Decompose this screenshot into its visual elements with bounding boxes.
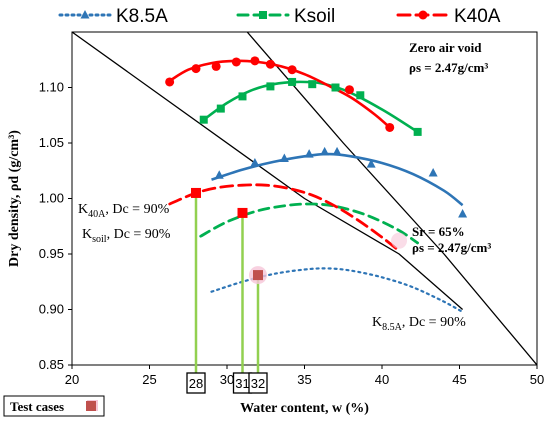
data-point-ksoil	[216, 104, 225, 113]
y-tick-label: 1.05	[39, 135, 64, 150]
ksoil-dc90-label: Ksoil, Dc = 90%	[82, 227, 171, 245]
data-point-k40a	[211, 61, 221, 71]
fit-curve-k40a	[169, 59, 391, 129]
data-point-ksoil	[331, 83, 340, 92]
data-point-ksoil	[266, 82, 275, 91]
legend-marker-ksoil	[259, 11, 267, 19]
x-tick-label: 45	[452, 372, 466, 387]
legend-label-k8.5a: K8.5A	[116, 6, 168, 27]
test-cases-legend-label: Test cases	[10, 399, 64, 414]
y-tick-label: 0.85	[39, 357, 64, 372]
x-tick-label: 30	[220, 372, 234, 387]
dc90-curve-ksoil	[199, 202, 419, 245]
data-point-k8.5a	[428, 167, 438, 177]
y-axis-title: Dry density, ρd (g/cm³)	[7, 130, 22, 267]
data-point-k8.5a	[366, 159, 376, 168]
data-point-ksoil	[199, 115, 208, 124]
data-point-k8.5a	[332, 146, 342, 156]
data-point-k40a	[385, 122, 395, 132]
data-point-k40a	[250, 56, 260, 66]
test-case-marker	[237, 207, 248, 218]
test-case-box-label: 28	[189, 376, 203, 391]
data-point-ksoil	[356, 91, 365, 100]
test-cases-legend-box	[3, 395, 105, 417]
k85a-dc90-label: K8.5A, Dc = 90%	[372, 315, 466, 333]
data-point-k8.5a	[279, 153, 289, 163]
x-tick-label: 40	[375, 372, 389, 387]
y-tick-label: 1.10	[39, 80, 64, 95]
x-tick-label: 50	[530, 372, 544, 387]
fit-curve-k8.5a	[211, 152, 464, 207]
curve-highlight	[391, 232, 408, 249]
test-case-box	[248, 372, 268, 394]
sr-label-line2: ρs = 2.47g/cm³	[412, 240, 491, 255]
data-point-k40a	[191, 64, 201, 74]
x-axis-title: Water content, w (%)	[240, 401, 369, 416]
x-tick-label: 25	[142, 372, 156, 387]
legend-marker-k8.5a	[80, 10, 90, 19]
data-point-k8.5a	[214, 170, 224, 179]
curves	[72, 32, 537, 365]
legend-label-ksoil: Ksoil	[294, 6, 335, 27]
legend-marker-k40a	[418, 10, 428, 20]
axes: 20 25 30 35 40 45 50 0.85 0.90 0.95 1.00 1.05 1.10 Wa…	[7, 80, 544, 417]
zav-label-line1: Zero air void	[409, 40, 482, 55]
data-point-k40a	[287, 65, 297, 75]
data-point-k40a	[231, 57, 241, 67]
data-point-k8.5a	[320, 146, 330, 156]
test-case-box	[186, 372, 206, 394]
zero-air-void-line	[246, 32, 537, 365]
data-point-k8.5a	[304, 149, 314, 158]
x-tick-label: 35	[297, 372, 311, 387]
data-point-ksoil	[413, 127, 422, 136]
y-tick-label: 1.00	[39, 191, 64, 206]
test-cases-legend-marker	[86, 401, 96, 411]
sr65-line	[72, 32, 464, 310]
data-point-k8.5a	[250, 157, 260, 167]
x-tick-label: 20	[65, 372, 79, 387]
k40a-dc90-label: K40A, Dc = 90%	[78, 202, 170, 220]
data-point-ksoil	[308, 80, 317, 89]
sr-label-line1: Sr = 65%	[412, 224, 465, 239]
dc90-curve-k40a	[168, 183, 399, 251]
y-tick-label: 0.95	[39, 246, 64, 261]
zav-label-line2: ρs = 2.47g/cm³	[409, 60, 488, 75]
data-point-k40a	[165, 77, 175, 87]
markers: 28 31 32	[165, 56, 468, 394]
legend: K8.5A Ksoil K40A Test cases	[3, 6, 501, 417]
data-point-ksoil	[288, 77, 297, 86]
test-case-marker	[253, 270, 263, 281]
data-point-k8.5a	[458, 209, 468, 218]
test-case-marker	[191, 187, 201, 198]
test-case-box-label: 31	[235, 376, 249, 391]
data-point-ksoil	[238, 92, 247, 101]
data-point-k40a	[344, 85, 354, 95]
data-point-k40a	[265, 59, 275, 69]
test-case-box-label: 32	[251, 376, 265, 391]
legend-label-k40a: K40A	[454, 6, 501, 27]
y-tick-label: 0.90	[39, 302, 64, 317]
